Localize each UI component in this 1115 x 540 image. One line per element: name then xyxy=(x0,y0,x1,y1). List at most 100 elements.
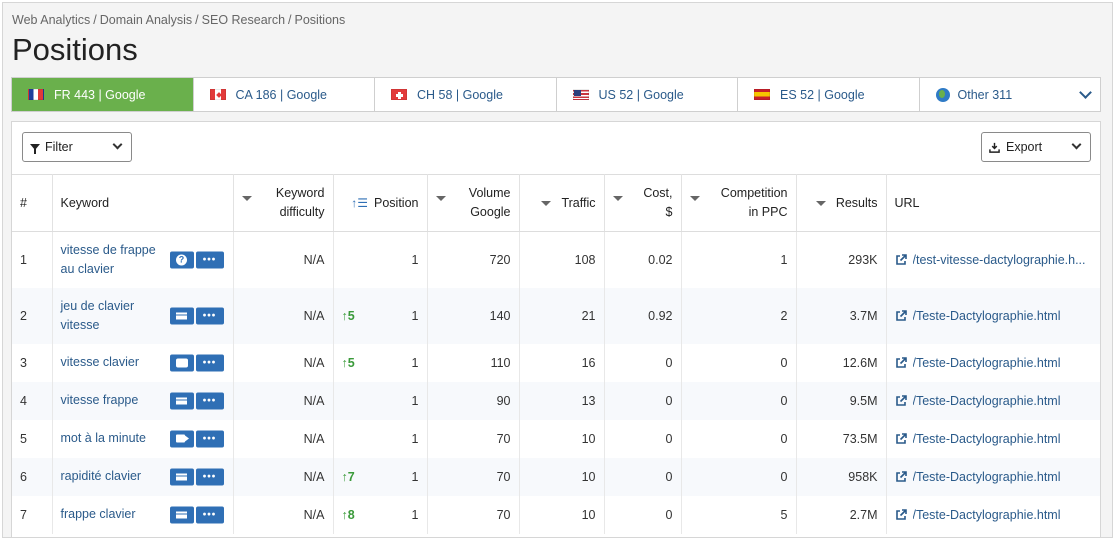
position-change: ↑5 xyxy=(341,308,355,323)
snippet-icon xyxy=(176,511,187,518)
filter-button[interactable]: Filter xyxy=(22,132,132,162)
external-link-icon[interactable] xyxy=(895,357,907,369)
table-row: 6 rapidité clavier ••• N/A ↑7 1 70 10 0 0 958K/Tes… xyxy=(12,457,1100,496)
external-link-icon[interactable] xyxy=(895,254,907,266)
results-panel: Filter Export # Keyword Keyword difficult… xyxy=(11,121,1101,537)
url-link[interactable]: /Teste-Dactylographie.html xyxy=(912,393,1061,408)
breadcrumb-item[interactable]: Domain Analysis xyxy=(99,13,193,27)
more-actions-button[interactable]: ••• xyxy=(195,251,224,269)
external-link-icon[interactable] xyxy=(895,395,907,407)
competition-cell: 5 xyxy=(681,495,797,534)
keyword-link[interactable]: vitesse clavier xyxy=(60,355,140,369)
external-link-icon[interactable] xyxy=(895,310,907,322)
breadcrumb-item[interactable]: SEO Research xyxy=(201,13,286,27)
breadcrumb-item[interactable]: Web Analytics xyxy=(12,13,91,27)
filter-icon xyxy=(30,144,40,154)
serp-feature-button[interactable] xyxy=(169,430,194,447)
tab-us[interactable]: US 52 | Google xyxy=(557,78,738,111)
cost-cell: 0.92 xyxy=(604,287,682,344)
tab-fr[interactable]: FR 443 | Google xyxy=(12,78,194,111)
url-link[interactable]: /Teste-Dactylographie.html xyxy=(912,355,1061,370)
tab-ch[interactable]: CH 58 | Google xyxy=(375,78,557,111)
col-cost[interactable]: Cost, $ xyxy=(604,174,682,232)
download-icon xyxy=(989,142,1000,153)
cost-cell: 0 xyxy=(604,457,682,496)
url-link[interactable]: /Teste-Dactylographie.html xyxy=(912,308,1061,323)
sort-caret-icon xyxy=(689,196,700,201)
col-keyword[interactable]: Keyword xyxy=(52,174,234,232)
volume-cell: 70 xyxy=(427,495,520,534)
serp-feature-button[interactable] xyxy=(169,392,194,409)
difficulty-cell: N/A xyxy=(233,495,334,534)
traffic-cell: 10 xyxy=(519,495,605,534)
results-cell: 293K xyxy=(796,231,887,288)
spain-flag-icon xyxy=(754,89,770,100)
competition-cell: 0 xyxy=(681,419,797,458)
serp-feature-button[interactable] xyxy=(169,506,194,523)
results-cell: 958K xyxy=(796,457,887,496)
keyword-link[interactable]: rapidité clavier xyxy=(60,469,142,483)
region-tabs: FR 443 | Google CA 186 | Google CH 58 | … xyxy=(11,77,1101,112)
chevron-down-icon[interactable] xyxy=(1079,86,1092,99)
serp-feature-button[interactable] xyxy=(169,468,194,485)
url-link[interactable]: /Teste-Dactylographie.html xyxy=(912,507,1061,522)
traffic-cell: 10 xyxy=(519,419,605,458)
cost-cell: 0 xyxy=(604,343,682,382)
competition-cell: 0 xyxy=(681,381,797,420)
tab-es[interactable]: ES 52 | Google xyxy=(738,78,920,111)
cost-cell: 0 xyxy=(604,495,682,534)
switzerland-flag-icon xyxy=(391,89,407,100)
snippet-icon xyxy=(176,397,187,404)
col-volume[interactable]: Volume Google xyxy=(427,174,520,232)
external-link-icon[interactable] xyxy=(895,471,907,483)
position-cell: ↑5 1 xyxy=(333,287,428,344)
tab-other[interactable]: Other 311 xyxy=(920,78,1101,111)
traffic-cell: 16 xyxy=(519,343,605,382)
keyword-cell: frappe clavier ••• xyxy=(52,495,234,534)
col-url: URL xyxy=(886,174,1100,232)
url-link[interactable]: /test-vitesse-dactylographie.h... xyxy=(912,253,1086,268)
keyword-link[interactable]: frappe clavier xyxy=(60,507,136,521)
more-actions-button[interactable]: ••• xyxy=(195,430,224,447)
cost-cell: 0.02 xyxy=(604,231,682,288)
url-link[interactable]: /Teste-Dactylographie.html xyxy=(912,431,1061,446)
tab-label: CH 58 | Google xyxy=(417,87,503,102)
page-title: Positions xyxy=(12,32,138,67)
competition-cell: 0 xyxy=(681,343,797,382)
table-header-row: # Keyword Keyword difficulty ↑☰ Position V… xyxy=(12,174,1100,232)
col-difficulty[interactable]: Keyword difficulty xyxy=(233,174,334,232)
col-traffic[interactable]: Traffic xyxy=(519,174,605,232)
position-cell: ↑8 1 xyxy=(333,495,428,534)
col-results[interactable]: Results xyxy=(796,174,887,232)
tab-ca[interactable]: CA 186 | Google xyxy=(194,78,375,111)
tab-label: Other 311 xyxy=(957,87,1013,102)
url-link[interactable]: /Teste-Dactylographie.html xyxy=(912,469,1061,484)
more-actions-button[interactable]: ••• xyxy=(195,392,224,409)
more-actions-button[interactable]: ••• xyxy=(195,506,224,523)
export-button[interactable]: Export xyxy=(981,132,1091,162)
more-actions-button[interactable]: ••• xyxy=(195,354,224,371)
external-link-icon[interactable] xyxy=(895,433,907,445)
keyword-link[interactable]: mot à la minute xyxy=(60,431,146,445)
keyword-link[interactable]: jeu de clavier vitesse xyxy=(60,298,135,332)
export-label: Export xyxy=(1006,140,1043,154)
position-cell: ↑7 1 xyxy=(333,457,428,496)
more-actions-button[interactable]: ••• xyxy=(195,307,224,324)
table-row: 2 jeu de clavier vitesse ••• N/A ↑5 1 140 21 0.92… xyxy=(12,287,1100,344)
serp-feature-button[interactable]: ? xyxy=(169,251,194,269)
keyword-link[interactable]: vitesse de frappe au clavier xyxy=(60,242,156,276)
external-link-icon[interactable] xyxy=(895,509,907,521)
url-cell: /Teste-Dactylographie.html xyxy=(886,457,1100,496)
globe-icon xyxy=(935,87,950,102)
usa-flag-icon xyxy=(572,89,589,100)
serp-feature-button[interactable] xyxy=(169,307,194,324)
col-position[interactable]: ↑☰ Position xyxy=(333,174,428,232)
serp-feature-button[interactable] xyxy=(169,354,194,371)
difficulty-cell: N/A xyxy=(233,287,334,344)
keyword-link[interactable]: vitesse frappe xyxy=(60,393,139,407)
more-actions-button[interactable]: ••• xyxy=(195,468,224,485)
tab-label: FR 443 | Google xyxy=(54,87,146,102)
col-competition[interactable]: Competition in PPC xyxy=(681,174,797,232)
difficulty-cell: N/A xyxy=(233,381,334,420)
keyword-cell: mot à la minute ••• xyxy=(52,419,234,458)
